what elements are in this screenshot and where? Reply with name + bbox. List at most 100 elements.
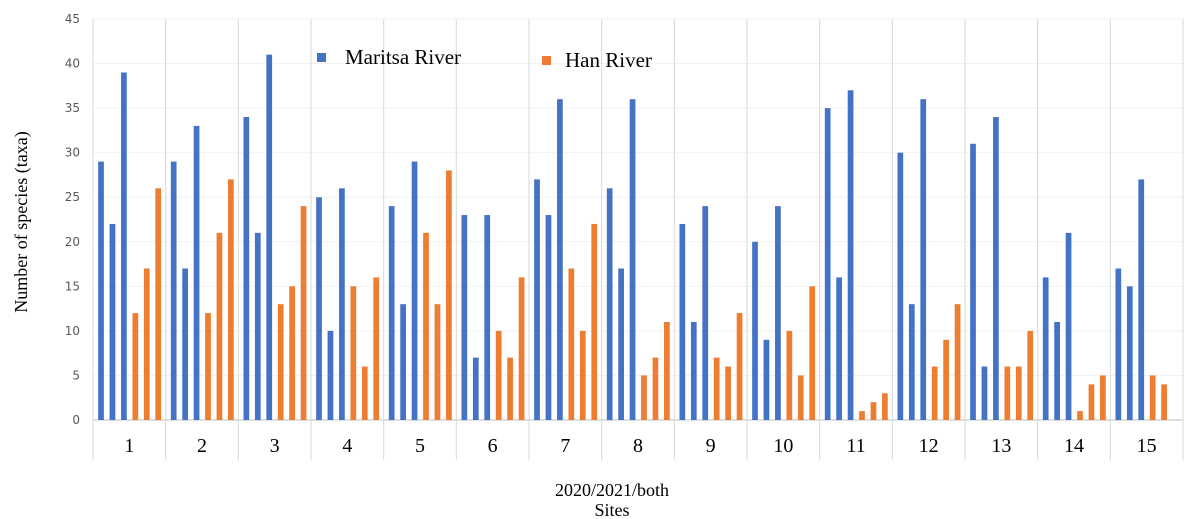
- bar-han-river-site-10-2: [797, 375, 804, 420]
- bar-maritsa-river-site-1-3: [121, 72, 127, 420]
- bar-maritsa-river-site-4-2: [327, 330, 334, 420]
- x-tick-label: 3: [270, 435, 280, 457]
- bar-han-river-site-12-3: [954, 304, 961, 420]
- bars: [98, 54, 1167, 421]
- bar-han-river-site-13-3: [1027, 330, 1034, 420]
- x-tick-label: 6: [488, 435, 498, 457]
- bar-maritsa-river-site-14-3: [1065, 232, 1072, 420]
- x-axis-ticks: 1 2 3 4 5 6 7 8 9 10 11 12 13 14 15: [124, 435, 1156, 457]
- x-tick-label: 13: [991, 435, 1011, 457]
- bar-maritsa-river-site-3-1: [243, 117, 250, 421]
- bar-maritsa-river-site-5-1: [388, 206, 395, 420]
- bar-han-river-site-2-2: [216, 232, 223, 420]
- y-tick-label: 25: [65, 190, 80, 204]
- bar-han-river-site-7-1: [568, 268, 575, 420]
- bar-han-river-site-2-1: [205, 313, 211, 420]
- bar-maritsa-river-site-5-3: [411, 161, 418, 420]
- bar-maritsa-river-site-10-2: [763, 339, 770, 420]
- bar-maritsa-river-site-11-3: [847, 90, 854, 420]
- x-tick-label: 14: [1064, 435, 1084, 457]
- x-tick-label: 1: [124, 435, 134, 457]
- bar-maritsa-river-site-9-1: [679, 223, 686, 420]
- y-axis-ticks: 0 5 10 15 20 25 30 35 40 45: [65, 12, 80, 427]
- x-tick-label: 5: [415, 435, 425, 457]
- bar-han-river-site-3-2: [289, 286, 295, 420]
- bar-maritsa-river-site-6-3: [484, 215, 491, 420]
- y-tick-label: 10: [65, 324, 80, 338]
- bar-han-river-site-13-2: [1015, 366, 1022, 420]
- bar-maritsa-river-site-7-3: [557, 99, 563, 420]
- bar-han-river-site-14-3: [1100, 375, 1106, 420]
- bar-han-river-site-12-1: [931, 366, 938, 420]
- x-tick-label: 11: [846, 435, 865, 457]
- bar-han-river-site-10-3: [809, 286, 816, 420]
- bar-han-river-site-12-2: [943, 339, 949, 420]
- x-tick-label: 2: [197, 435, 207, 457]
- bar-maritsa-river-site-14-2: [1054, 321, 1060, 420]
- legend-label-han: Han River: [565, 48, 652, 72]
- y-tick-label: 30: [65, 146, 80, 160]
- bar-maritsa-river-site-13-1: [970, 143, 976, 420]
- y-tick-label: 35: [65, 101, 80, 115]
- bar-han-river-site-1-1: [132, 313, 139, 420]
- y-tick-label: 40: [65, 57, 80, 71]
- y-tick-label: 45: [65, 12, 80, 26]
- bar-maritsa-river-site-5-2: [400, 304, 406, 420]
- grid-lines: [92, 18, 1184, 460]
- bar-maritsa-river-site-10-1: [752, 241, 758, 420]
- x-tick-label: 8: [633, 435, 643, 457]
- legend: Maritsa River Han River: [317, 45, 652, 72]
- bar-han-river-site-5-3: [446, 170, 452, 420]
- bar-maritsa-river-site-6-1: [461, 215, 468, 420]
- bar-maritsa-river-site-7-1: [534, 179, 540, 420]
- y-tick-label: 20: [65, 235, 80, 249]
- bar-han-river-site-11-3: [882, 393, 888, 420]
- bar-han-river-site-15-1: [1149, 375, 1156, 420]
- bar-han-river-site-1-3: [155, 188, 162, 420]
- bar-han-river-site-3-3: [300, 206, 307, 420]
- x-tick-label: 4: [342, 435, 352, 457]
- bar-maritsa-river-site-9-2: [690, 321, 697, 420]
- bar-maritsa-river-site-4-3: [339, 188, 345, 420]
- bar-maritsa-river-site-13-3: [993, 117, 999, 421]
- x-tick-label: 12: [919, 435, 939, 457]
- bar-maritsa-river-site-14-1: [1042, 277, 1049, 420]
- y-axis-title: Number of species (taxa): [11, 131, 32, 312]
- bar-han-river-site-13-1: [1004, 366, 1011, 420]
- x-tick-label: 9: [706, 435, 716, 457]
- bar-han-river-site-6-3: [518, 277, 525, 420]
- x-tick-label: 15: [1137, 435, 1157, 457]
- bar-han-river-site-5-1: [423, 232, 429, 420]
- bar-maritsa-river-site-4-1: [316, 197, 322, 420]
- bar-maritsa-river-site-2-2: [182, 268, 188, 420]
- bar-maritsa-river-site-2-3: [193, 125, 200, 421]
- bar-han-river-site-10-1: [786, 330, 793, 420]
- bar-han-river-site-4-2: [361, 366, 368, 420]
- bar-maritsa-river-site-9-3: [702, 206, 709, 420]
- bar-maritsa-river-site-8-1: [606, 188, 613, 420]
- bar-han-river-site-8-3: [664, 321, 670, 420]
- bar-maritsa-river-site-12-1: [897, 152, 904, 421]
- bar-han-river-site-9-3: [736, 313, 743, 420]
- bar-maritsa-river-site-15-1: [1115, 268, 1122, 420]
- bar-han-river-site-6-1: [495, 330, 502, 420]
- y-tick-label: 15: [65, 279, 80, 293]
- bar-maritsa-river-site-11-2: [836, 277, 842, 420]
- legend-label-maritsa: Maritsa River: [345, 45, 461, 69]
- bar-han-river-site-8-2: [652, 357, 659, 420]
- bar-han-river-site-11-1: [859, 411, 865, 420]
- bar-maritsa-river-site-12-2: [908, 304, 915, 420]
- y-tick-label: 5: [72, 368, 80, 382]
- x-tick-label: 10: [773, 435, 793, 457]
- bar-han-river-site-4-3: [373, 277, 380, 420]
- legend-swatch-maritsa: [317, 53, 326, 62]
- bar-han-river-site-3-1: [277, 304, 284, 420]
- bar-han-river-site-4-1: [350, 286, 357, 420]
- bar-maritsa-river-site-3-3: [266, 54, 273, 420]
- bar-maritsa-river-site-10-3: [775, 206, 781, 420]
- bar-maritsa-river-site-8-3: [629, 99, 636, 420]
- bar-maritsa-river-site-2-1: [170, 161, 177, 420]
- bar-han-river-site-2-3: [228, 179, 234, 420]
- bar-han-river-site-6-2: [507, 357, 513, 420]
